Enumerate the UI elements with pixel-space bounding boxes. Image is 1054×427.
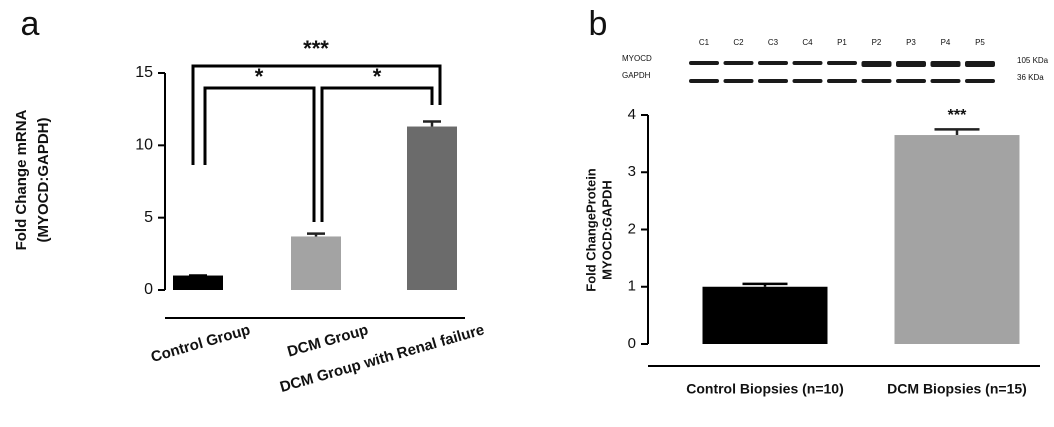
blot-row-label: GAPDH bbox=[622, 71, 651, 80]
lane-label: P1 bbox=[837, 38, 847, 47]
blot-band bbox=[931, 61, 961, 67]
blot-band bbox=[862, 61, 892, 67]
lane-label: C2 bbox=[733, 38, 744, 47]
significance-label: * bbox=[373, 64, 382, 89]
x-tick-label: Control Group bbox=[149, 321, 252, 366]
blot-band bbox=[965, 79, 995, 83]
significance-label: *** bbox=[303, 36, 329, 61]
blot-band bbox=[793, 79, 823, 83]
y-axis-label: MYOCD:GAPDH bbox=[599, 180, 614, 280]
significance-label: * bbox=[255, 64, 264, 89]
significance-label: *** bbox=[948, 107, 967, 124]
blot-band bbox=[689, 61, 719, 65]
x-tick-label: DCM Group bbox=[285, 321, 370, 360]
error-bar bbox=[743, 284, 788, 287]
lane-label: P2 bbox=[872, 38, 882, 47]
blot-row-label: MYOCD bbox=[622, 54, 652, 63]
y-axis-label: (MYOCD:GAPDH) bbox=[35, 118, 52, 243]
lane-label: C1 bbox=[699, 38, 710, 47]
lane-label: P5 bbox=[975, 38, 985, 47]
bar bbox=[173, 276, 223, 290]
blot-band bbox=[931, 79, 961, 83]
error-bar bbox=[423, 121, 441, 126]
y-tick-label: 4 bbox=[628, 106, 636, 123]
lane-label: C3 bbox=[768, 38, 779, 47]
error-bar bbox=[935, 129, 980, 135]
y-tick-label: 1 bbox=[628, 278, 636, 295]
y-tick-label: 10 bbox=[135, 137, 153, 154]
blot-band bbox=[862, 79, 892, 83]
bar bbox=[895, 135, 1020, 344]
blot-size-label: 105 KDa bbox=[1017, 56, 1049, 65]
y-tick-label: 5 bbox=[144, 209, 153, 226]
x-tick-label: DCM Group with Renal failure bbox=[278, 321, 486, 396]
panel-label: b bbox=[589, 5, 608, 43]
x-tick-label: DCM Biopsies (n=15) bbox=[887, 381, 1027, 397]
error-bar bbox=[307, 234, 325, 237]
bar bbox=[407, 127, 457, 290]
blot-band bbox=[758, 79, 788, 83]
blot-band bbox=[827, 61, 857, 65]
lane-label: P4 bbox=[941, 38, 951, 47]
figure: a b 051015Fold Change mRNA(MYOCD:GAPDH)C… bbox=[0, 0, 1054, 427]
y-tick-label: 0 bbox=[628, 335, 636, 352]
blot-band bbox=[827, 79, 857, 83]
y-axis-label: Fold Change mRNA bbox=[13, 109, 30, 250]
bar bbox=[291, 236, 341, 290]
blot-band bbox=[689, 79, 719, 83]
lane-label: P3 bbox=[906, 38, 916, 47]
y-tick-label: 0 bbox=[144, 281, 153, 298]
blot-band bbox=[724, 79, 754, 83]
panel-label: a bbox=[21, 5, 40, 43]
y-tick-label: 15 bbox=[135, 64, 153, 81]
bar bbox=[703, 287, 828, 344]
y-axis-label: Fold ChangeProtein bbox=[583, 168, 598, 292]
blot-band bbox=[965, 61, 995, 67]
significance-bracket bbox=[193, 66, 440, 165]
x-tick-label: Control Biopsies (n=10) bbox=[686, 381, 844, 397]
y-tick-label: 3 bbox=[628, 163, 636, 180]
y-tick-label: 2 bbox=[628, 220, 636, 237]
blot-size-label: 36 KDa bbox=[1017, 73, 1044, 82]
blot-band bbox=[896, 79, 926, 83]
blot-band bbox=[758, 61, 788, 65]
significance-bracket bbox=[205, 88, 314, 222]
lane-label: C4 bbox=[802, 38, 813, 47]
blot-band bbox=[793, 61, 823, 65]
blot-band bbox=[896, 61, 926, 67]
blot-band bbox=[724, 61, 754, 65]
